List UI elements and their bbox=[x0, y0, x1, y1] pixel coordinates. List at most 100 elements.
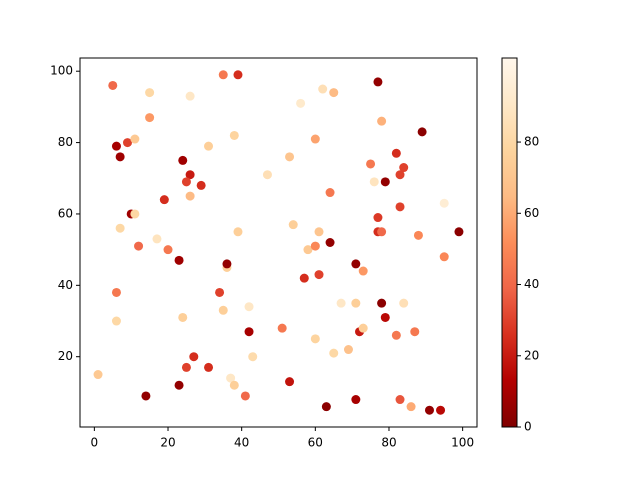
point bbox=[248, 352, 258, 362]
point bbox=[358, 266, 368, 276]
point bbox=[134, 241, 144, 251]
colorbar-tick-label: 20 bbox=[524, 348, 539, 362]
point bbox=[395, 395, 405, 405]
point bbox=[299, 273, 309, 283]
point bbox=[377, 116, 387, 126]
point bbox=[93, 370, 103, 380]
colorbar-tick-label: 0 bbox=[524, 420, 532, 434]
point bbox=[262, 170, 272, 180]
x-tick-label: 100 bbox=[451, 436, 474, 450]
point bbox=[185, 191, 195, 201]
point bbox=[226, 373, 236, 383]
point bbox=[314, 270, 324, 280]
y-tick-label: 60 bbox=[58, 206, 73, 220]
x-tick-label: 20 bbox=[160, 436, 175, 450]
point bbox=[163, 245, 173, 255]
x-tick-label: 0 bbox=[91, 436, 99, 450]
axes-frame bbox=[79, 57, 478, 428]
point bbox=[325, 188, 335, 198]
point bbox=[159, 195, 169, 205]
point bbox=[115, 223, 125, 233]
point bbox=[373, 213, 383, 223]
point bbox=[178, 155, 188, 165]
y-tick-label: 80 bbox=[58, 135, 73, 149]
point bbox=[111, 287, 121, 297]
y-tick-label: 40 bbox=[58, 278, 73, 292]
point bbox=[399, 163, 409, 173]
point bbox=[436, 405, 446, 415]
point bbox=[215, 287, 225, 297]
x-tick-label: 40 bbox=[234, 436, 249, 450]
point bbox=[218, 70, 228, 80]
point bbox=[310, 241, 320, 251]
point bbox=[196, 180, 206, 190]
point bbox=[358, 323, 368, 333]
point bbox=[111, 316, 121, 326]
point bbox=[145, 88, 155, 98]
point bbox=[413, 230, 423, 240]
point bbox=[115, 152, 125, 162]
point bbox=[325, 238, 335, 247]
point bbox=[189, 352, 199, 362]
point bbox=[321, 402, 331, 412]
point bbox=[244, 302, 254, 312]
point bbox=[174, 380, 184, 390]
point bbox=[380, 312, 390, 322]
point bbox=[369, 177, 379, 187]
point bbox=[410, 327, 420, 337]
point bbox=[288, 220, 298, 230]
point bbox=[380, 177, 390, 187]
point bbox=[439, 252, 449, 262]
point bbox=[111, 141, 121, 151]
point bbox=[391, 148, 401, 158]
y-tick-label: 20 bbox=[58, 349, 73, 363]
colorbar-tick-label: 40 bbox=[524, 277, 539, 291]
colorbar-tick-label: 60 bbox=[524, 206, 539, 220]
point bbox=[204, 141, 214, 151]
point bbox=[222, 259, 232, 269]
point bbox=[303, 245, 313, 255]
point bbox=[130, 209, 140, 219]
point bbox=[373, 77, 383, 87]
point bbox=[145, 113, 155, 123]
point bbox=[174, 255, 184, 265]
point bbox=[329, 88, 339, 98]
point bbox=[406, 402, 416, 412]
point bbox=[123, 138, 133, 148]
x-tick-label: 60 bbox=[308, 436, 323, 450]
point bbox=[181, 177, 191, 187]
point bbox=[343, 345, 353, 355]
point bbox=[395, 170, 405, 180]
point bbox=[351, 395, 361, 405]
point bbox=[233, 227, 243, 237]
point bbox=[296, 98, 306, 108]
point bbox=[240, 391, 250, 401]
point bbox=[329, 348, 339, 358]
point bbox=[366, 159, 376, 169]
point bbox=[185, 170, 195, 180]
point bbox=[314, 227, 324, 237]
point bbox=[285, 152, 295, 162]
point bbox=[108, 80, 118, 90]
point bbox=[399, 298, 409, 308]
point bbox=[285, 377, 295, 387]
point bbox=[336, 298, 346, 308]
point bbox=[181, 362, 191, 372]
point bbox=[377, 227, 387, 237]
x-tick-label: 80 bbox=[381, 436, 396, 450]
point bbox=[204, 362, 214, 372]
point bbox=[178, 312, 188, 322]
colorbar-frame bbox=[501, 57, 518, 428]
point bbox=[454, 227, 464, 237]
colorbar bbox=[502, 58, 517, 427]
point bbox=[229, 380, 239, 390]
y-tick-label: 100 bbox=[50, 64, 73, 78]
point bbox=[318, 84, 328, 94]
point bbox=[218, 305, 228, 315]
point bbox=[277, 323, 287, 333]
colorbar-tick-label: 80 bbox=[524, 135, 539, 149]
point bbox=[152, 234, 162, 244]
point bbox=[130, 134, 140, 144]
point bbox=[351, 259, 361, 269]
